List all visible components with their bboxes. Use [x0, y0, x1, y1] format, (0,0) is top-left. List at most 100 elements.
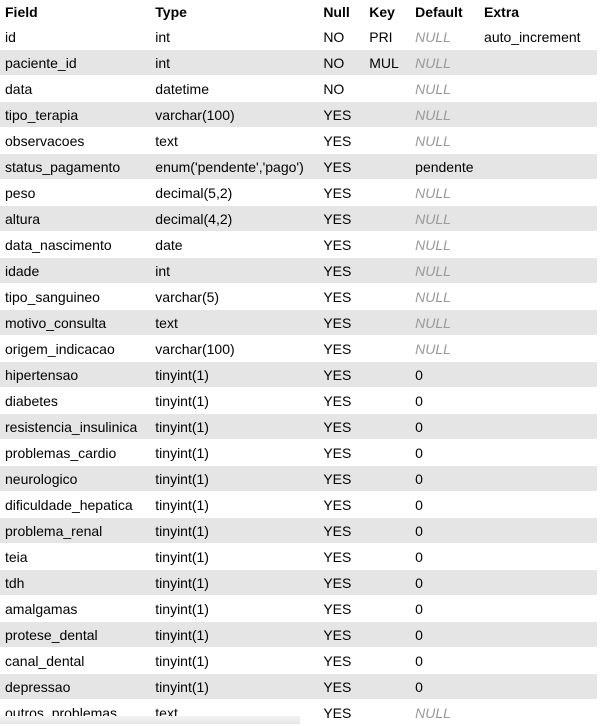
table-row[interactable]: tdh tinyint(1) YES 0 [0, 569, 597, 596]
cell-null: NO [318, 75, 365, 102]
table-row[interactable]: resistencia_insulinica tinyint(1) YES 0 [0, 413, 597, 440]
cell-key [364, 647, 411, 674]
cell-default: 0 [410, 465, 480, 492]
cell-key [364, 465, 411, 492]
table-row[interactable]: idade int YES NULL [0, 257, 597, 284]
cell-extra [479, 49, 597, 76]
cell-default: pendente [410, 153, 480, 180]
table-row[interactable]: protese_dental tinyint(1) YES 0 [0, 621, 597, 648]
horizontal-scrollbar[interactable] [0, 716, 300, 724]
table-row[interactable]: problemas_cardio tinyint(1) YES 0 [0, 439, 597, 466]
cell-null: YES [318, 491, 365, 518]
cell-type: tinyint(1) [150, 361, 319, 388]
cell-null: YES [318, 257, 365, 284]
table-row[interactable]: altura decimal(4,2) YES NULL [0, 205, 597, 232]
cell-type: tinyint(1) [150, 387, 319, 414]
table-row[interactable]: tipo_terapia varchar(100) YES NULL [0, 101, 597, 128]
cell-extra [479, 205, 597, 232]
cell-type: tinyint(1) [150, 621, 319, 648]
column-header-key[interactable]: Key [364, 0, 411, 24]
cell-type: enum('pendente','pago') [150, 153, 319, 180]
cell-field: tipo_sanguineo [0, 283, 151, 310]
cell-key [364, 179, 411, 206]
cell-default: 0 [410, 621, 480, 648]
cell-type: datetime [150, 75, 319, 102]
cell-key [364, 283, 411, 310]
cell-extra [479, 699, 597, 726]
column-header-type[interactable]: Type [150, 0, 319, 24]
cell-extra: auto_increment [479, 24, 597, 50]
cell-type: tinyint(1) [150, 647, 319, 674]
column-header-default[interactable]: Default [410, 0, 480, 24]
cell-null: YES [318, 699, 365, 726]
cell-default: NULL [410, 283, 480, 310]
cell-type: decimal(4,2) [150, 205, 319, 232]
table-row[interactable]: status_pagamento enum('pendente','pago') Y… [0, 153, 597, 180]
cell-key [364, 543, 411, 570]
cell-default: NULL [410, 309, 480, 336]
cell-extra [479, 413, 597, 440]
column-header-field[interactable]: Field [0, 0, 151, 24]
table-row[interactable]: id int NO PRI NULL auto_increment [0, 24, 597, 50]
cell-extra [479, 153, 597, 180]
cell-extra [479, 673, 597, 700]
cell-field: id [0, 24, 151, 50]
cell-key [364, 361, 411, 388]
cell-null: YES [318, 647, 365, 674]
cell-extra [479, 647, 597, 674]
cell-default: NULL [410, 699, 480, 726]
cell-key [364, 231, 411, 258]
cell-extra [479, 361, 597, 388]
cell-null: YES [318, 413, 365, 440]
cell-key [364, 699, 411, 726]
table-row[interactable]: problema_renal tinyint(1) YES 0 [0, 517, 597, 544]
cell-key [364, 439, 411, 466]
cell-extra [479, 75, 597, 102]
cell-key [364, 257, 411, 284]
cell-type: tinyint(1) [150, 439, 319, 466]
cell-default: NULL [410, 101, 480, 128]
cell-key [364, 335, 411, 362]
table-row[interactable]: depressao tinyint(1) YES 0 [0, 673, 597, 700]
table-row[interactable]: origem_indicacao varchar(100) YES NULL [0, 335, 597, 362]
table-row[interactable]: dificuldade_hepatica tinyint(1) YES 0 [0, 491, 597, 518]
cell-key: MUL [364, 49, 411, 76]
cell-field: status_pagamento [0, 153, 151, 180]
cell-default: 0 [410, 413, 480, 440]
table-row[interactable]: paciente_id int NO MUL NULL [0, 49, 597, 76]
table-row[interactable]: observacoes text YES NULL [0, 127, 597, 154]
cell-key [364, 491, 411, 518]
cell-null: YES [318, 361, 365, 388]
cell-key [364, 205, 411, 232]
cell-extra [479, 465, 597, 492]
table-row[interactable]: neurologico tinyint(1) YES 0 [0, 465, 597, 492]
table-row[interactable]: canal_dental tinyint(1) YES 0 [0, 647, 597, 674]
table-row[interactable]: peso decimal(5,2) YES NULL [0, 179, 597, 206]
cell-null: YES [318, 621, 365, 648]
cell-null: YES [318, 517, 365, 544]
table-row[interactable]: motivo_consulta text YES NULL [0, 309, 597, 336]
cell-null: YES [318, 101, 365, 128]
cell-null: YES [318, 387, 365, 414]
cell-default: 0 [410, 569, 480, 596]
cell-type: date [150, 231, 319, 258]
cell-type: tinyint(1) [150, 543, 319, 570]
table-row[interactable]: teia tinyint(1) YES 0 [0, 543, 597, 570]
table-row[interactable]: hipertensao tinyint(1) YES 0 [0, 361, 597, 388]
cell-default: NULL [410, 335, 480, 362]
cell-type: tinyint(1) [150, 569, 319, 596]
cell-key [364, 595, 411, 622]
column-header-extra[interactable]: Extra [479, 0, 597, 24]
cell-default: NULL [410, 257, 480, 284]
table-row[interactable]: tipo_sanguineo varchar(5) YES NULL [0, 283, 597, 310]
cell-null: YES [318, 127, 365, 154]
table-row[interactable]: amalgamas tinyint(1) YES 0 [0, 595, 597, 622]
table-row[interactable]: diabetes tinyint(1) YES 0 [0, 387, 597, 414]
cell-default: 0 [410, 361, 480, 388]
cell-default: 0 [410, 387, 480, 414]
column-header-null[interactable]: Null [318, 0, 365, 24]
table-row[interactable]: data_nascimento date YES NULL [0, 231, 597, 258]
table-row[interactable]: data datetime NO NULL [0, 75, 597, 102]
cell-key [364, 101, 411, 128]
